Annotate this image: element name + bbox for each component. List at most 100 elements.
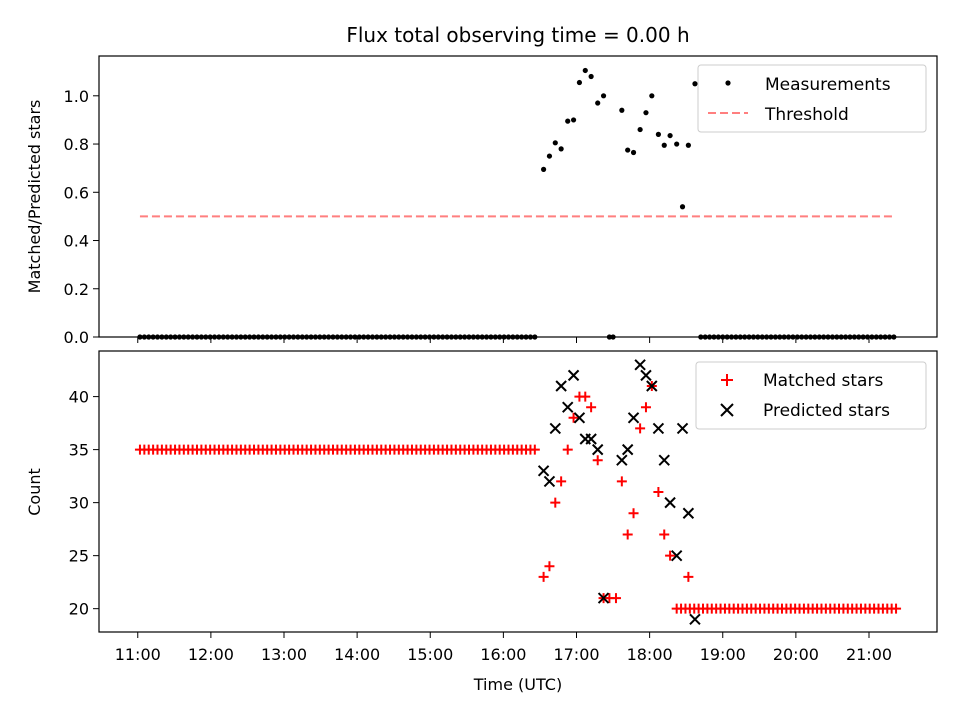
predicted-star-point bbox=[627, 412, 640, 424]
top-ytick-label: 0.4 bbox=[64, 232, 89, 251]
measurement-point bbox=[595, 100, 601, 106]
bottom-xtick-label: 13:00 bbox=[261, 645, 307, 664]
bottom-ytick-label: 35 bbox=[69, 441, 89, 460]
bottom-xtick-label: 15:00 bbox=[407, 645, 453, 664]
predicted-star-point bbox=[573, 412, 586, 424]
bottom-xtick-label: 12:00 bbox=[188, 645, 234, 664]
measurement-point bbox=[649, 93, 655, 99]
matched-star-point bbox=[635, 423, 646, 434]
measurement-point bbox=[637, 126, 643, 133]
predicted-star-point bbox=[652, 422, 665, 435]
top-ytick-label: 0.6 bbox=[64, 183, 89, 202]
legend-matched-marker bbox=[721, 374, 733, 386]
bottom-xtick-label: 14:00 bbox=[334, 645, 380, 664]
bottom-ytick-label: 40 bbox=[69, 388, 89, 407]
legend-predicted-marker bbox=[720, 403, 734, 417]
bottom-ytick-label: 20 bbox=[69, 600, 89, 619]
matched-star-point bbox=[891, 603, 902, 614]
measurement-point bbox=[625, 147, 631, 153]
matched-star-point bbox=[586, 402, 597, 413]
matched-star-point bbox=[640, 402, 651, 413]
predicted-star-point bbox=[537, 465, 550, 477]
measurement-point bbox=[576, 79, 583, 86]
matched-star-point bbox=[580, 391, 591, 402]
measurement-point bbox=[692, 81, 698, 87]
bottom-ytick-label: 25 bbox=[69, 547, 89, 566]
legend-measurements-marker bbox=[725, 80, 731, 86]
matched-star-point bbox=[653, 487, 664, 498]
matched-star-point bbox=[568, 412, 579, 423]
bottom-xtick-label: 17:00 bbox=[553, 645, 599, 664]
measurement-point bbox=[679, 204, 686, 210]
bottom-x-ticks: 11:00 12:00 13:00 14:00 15:00 16:00 17:00 18:00… bbox=[115, 632, 892, 664]
measurement-point bbox=[546, 153, 553, 159]
bottom-ytick-label: 30 bbox=[69, 494, 89, 513]
legend-measurements-label: Measurements bbox=[765, 75, 891, 95]
measurement-point bbox=[565, 118, 571, 124]
predicted-star-point bbox=[616, 454, 628, 466]
top-ytick-label: 0.8 bbox=[64, 135, 89, 154]
matched-star-point bbox=[556, 476, 567, 487]
predicted-star-point bbox=[682, 507, 695, 519]
bottom-xtick-label: 20:00 bbox=[773, 645, 819, 664]
matched-star-point bbox=[616, 476, 627, 487]
top-ytick-label: 0.2 bbox=[64, 280, 89, 299]
top-legend: Measurements Threshold bbox=[697, 64, 927, 133]
top-panel: Flux total observing time = 0.00 h Match… bbox=[25, 23, 938, 347]
top-ytick-label: 1.0 bbox=[64, 87, 89, 106]
measurement-point bbox=[661, 142, 667, 148]
bottom-y-ticks: 20 25 30 35 40 bbox=[69, 388, 99, 619]
bottom-xtick-label: 11:00 bbox=[115, 645, 161, 664]
matched-star-point bbox=[683, 571, 694, 582]
bottom-legend: Matched stars Predicted stars bbox=[695, 361, 927, 430]
measurement-point bbox=[619, 107, 625, 113]
top-ytick-label: 0.0 bbox=[64, 328, 89, 347]
bottom-xtick-label: 18:00 bbox=[627, 645, 673, 664]
measurement-point bbox=[588, 73, 594, 80]
measurement-point bbox=[558, 146, 564, 152]
predicted-star-point bbox=[591, 443, 604, 456]
top-axes-frame bbox=[98, 55, 938, 338]
matched-star-point bbox=[665, 550, 676, 561]
bottom-xtick-label: 16:00 bbox=[480, 645, 526, 664]
top-x-ticks bbox=[137, 337, 870, 343]
measurement-point bbox=[540, 166, 547, 172]
predicted-star-point bbox=[585, 433, 597, 445]
legend-predicted-label: Predicted stars bbox=[763, 401, 890, 421]
measurement-point bbox=[667, 132, 673, 139]
predicted-star-point bbox=[562, 401, 574, 413]
measurement-point bbox=[582, 67, 588, 74]
measurement-point bbox=[643, 110, 649, 116]
bottom-axes-frame bbox=[98, 350, 938, 633]
measurement-point bbox=[630, 149, 637, 156]
bottom-ylabel: Count bbox=[25, 468, 44, 516]
bottom-panel: Count Time (UTC) 20 25 30 35 40 11:00 12:00 13… bbox=[25, 350, 938, 694]
legend-threshold-label: Threshold bbox=[764, 105, 849, 125]
predicted-star-point bbox=[634, 359, 646, 371]
bottom-xlabel: Time (UTC) bbox=[473, 675, 562, 694]
predicted-star-point bbox=[689, 613, 701, 625]
top-title: Flux total observing time = 0.00 h bbox=[346, 23, 689, 47]
predicted-star-point bbox=[640, 369, 652, 382]
measurement-point bbox=[655, 131, 661, 137]
predicted-star-point bbox=[597, 592, 610, 604]
matched-star-point bbox=[610, 593, 621, 604]
predicted-star-point bbox=[567, 369, 580, 382]
measurement-point bbox=[552, 140, 558, 146]
predicted-star-point bbox=[646, 380, 658, 392]
measurement-point bbox=[674, 141, 680, 147]
predicted-star-point bbox=[664, 496, 676, 509]
legend-matched-label: Matched stars bbox=[763, 371, 883, 391]
predicted-star-point bbox=[676, 422, 689, 435]
matched-star-point bbox=[544, 561, 555, 572]
matched-star-point bbox=[622, 529, 633, 540]
bottom-legend-box bbox=[695, 361, 927, 430]
matched-star-point bbox=[562, 444, 573, 455]
top-legend-box bbox=[697, 64, 927, 133]
bottom-plot-area bbox=[134, 359, 902, 625]
top-ylabel: Matched/Predicted stars bbox=[25, 100, 44, 294]
matched-star-point bbox=[550, 497, 561, 508]
measurement-point bbox=[600, 93, 607, 99]
predicted-star-point bbox=[621, 443, 634, 456]
